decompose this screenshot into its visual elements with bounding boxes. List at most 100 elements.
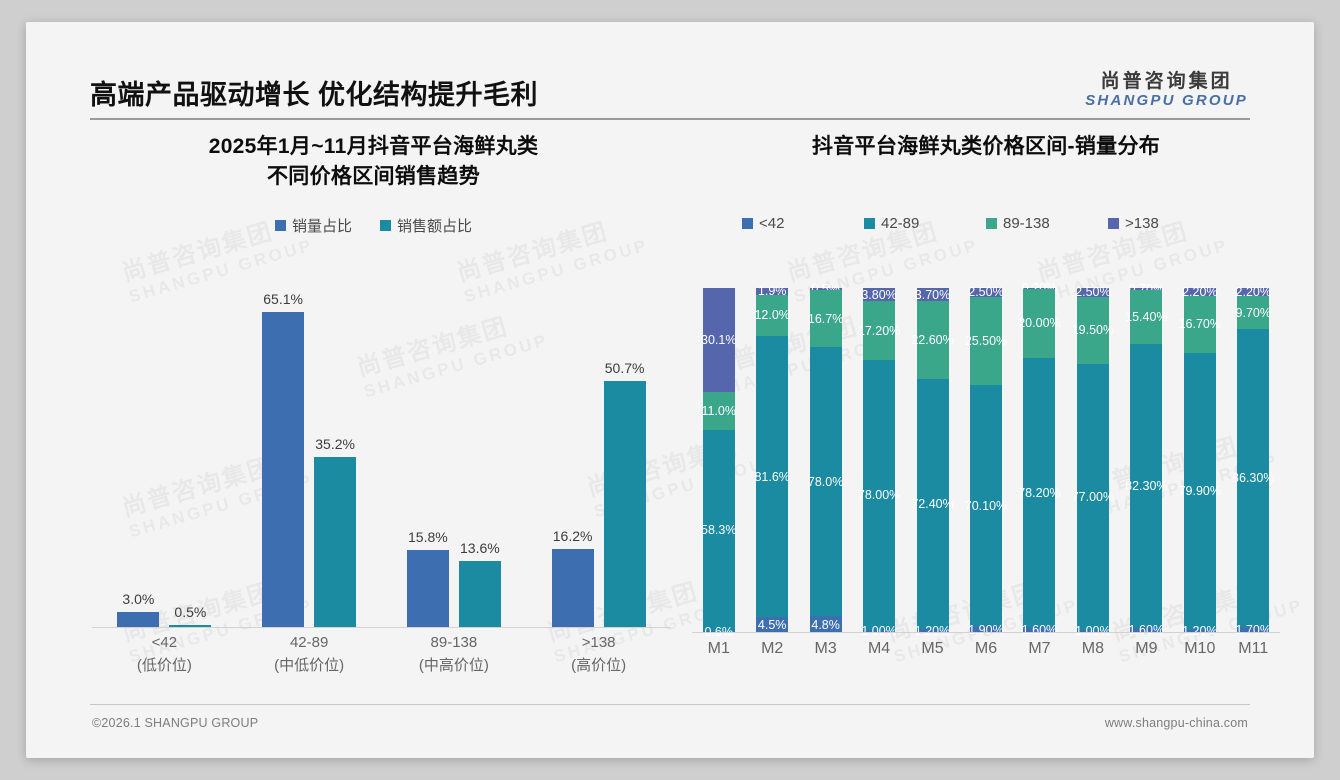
stacked-bar[interactable]: 0.5%16.7%78.0%4.8%: [807, 282, 844, 633]
stack-segment-label: 22.60%: [911, 333, 954, 348]
stack-segment-label: 2.20%: [1235, 285, 1271, 300]
bar[interactable]: [603, 381, 646, 627]
stack-segment[interactable]: 82.30%: [1125, 343, 1168, 628]
stack-segment[interactable]: 4.8%: [809, 616, 842, 633]
stack-segment[interactable]: 70.10%: [965, 384, 1007, 627]
stack-segment-label: 16.70%: [1178, 317, 1221, 332]
stack-segment[interactable]: 25.50%: [965, 296, 1007, 385]
bar[interactable]: [314, 456, 357, 627]
bar[interactable]: [406, 550, 449, 627]
right-legend-item[interactable]: >138: [1108, 215, 1230, 232]
stack-segment-label: 17.20%: [857, 323, 901, 338]
stacked-bar[interactable]: 3.70% 22.60% 72.40% 1.20%: [911, 288, 954, 638]
stack-segment[interactable]: 1.60%: [1129, 623, 1164, 637]
stack-segment[interactable]: 58.3%: [700, 429, 737, 631]
x-axis-month-label: M1: [707, 640, 730, 657]
brand-logo: 尚普咨询集团 SHANGPU GROUP: [1085, 72, 1248, 111]
stack-segment[interactable]: 72.40%: [911, 379, 954, 629]
stack-segment-label: 78.00%: [857, 488, 901, 503]
left-chart-plot: 3.0% 0.5% 65.1% 35.2% 15.8% 13.6% 16.2% 50.7%: [66, 288, 681, 628]
bar[interactable]: [262, 311, 305, 627]
stack-segment[interactable]: 17.20%: [858, 301, 900, 361]
bar-group: 15.8% 13.6%: [382, 288, 527, 627]
stack-segment[interactable]: 4.5%: [756, 617, 789, 633]
legend-label: >138: [1125, 214, 1159, 232]
stack-segment[interactable]: 78.20%: [1018, 357, 1061, 628]
stack-segment[interactable]: 78.0%: [807, 347, 844, 617]
stack-segment[interactable]: 1.60%: [1022, 623, 1057, 637]
stack-segment[interactable]: 16.7%: [808, 289, 843, 348]
stack-segment[interactable]: 86.30%: [1232, 329, 1274, 628]
left-legend-item[interactable]: 销量占比: [274, 215, 352, 236]
stack-segment-label: 19.50%: [1071, 323, 1115, 338]
stacked-bar[interactable]: 1.9% 12.0% 81.6% 4.5%: [754, 284, 790, 633]
stack-segment[interactable]: 2.20%: [1235, 285, 1271, 300]
right-legend-item[interactable]: 42-89: [864, 215, 986, 232]
stacked-bar[interactable]: 0.20%20.00%78.20%1.60%: [1018, 281, 1061, 637]
stacked-bar-column: 0.5%16.7%78.0%4.8%: [799, 282, 852, 633]
stacked-bar[interactable]: 3.80% 17.20% 78.00% 1.00%: [858, 288, 900, 639]
stack-segment-label: 58.3%: [700, 523, 737, 538]
stack-segment[interactable]: 1.00%: [861, 624, 896, 638]
stacked-bar-column: 30.1% 11.0% 58.3% 0.6%: [692, 288, 745, 639]
stack-segment[interactable]: 1.90%: [968, 623, 1003, 637]
stack-segment-label: 78.0%: [807, 474, 844, 489]
stack-segment[interactable]: 30.1%: [701, 288, 736, 392]
stack-segment[interactable]: 3.80%: [861, 288, 896, 302]
stacked-bar-column: 3.70% 22.60% 72.40% 1.20%: [906, 288, 959, 638]
stack-segment[interactable]: 16.70%: [1179, 295, 1221, 354]
stacked-bar[interactable]: 30.1% 11.0% 58.3% 0.6%: [700, 288, 737, 639]
stack-segment[interactable]: 1.00%: [1075, 624, 1110, 638]
footer-copyright: ©2026.1 SHANGPU GROUP: [92, 716, 259, 730]
stacked-bar[interactable]: 2.50% 19.50% 77.00% 1.00%: [1072, 285, 1114, 638]
stacked-bar[interactable]: 2.50% 25.50% 70.10% 1.90%: [965, 285, 1007, 637]
bar-wrapper: 13.6%: [458, 288, 501, 627]
stack-segment[interactable]: 79.90%: [1179, 353, 1221, 629]
left-chart-x-axis: [92, 627, 671, 628]
stack-segment[interactable]: 15.40%: [1125, 290, 1168, 344]
stack-segment[interactable]: 20.00%: [1018, 288, 1061, 358]
stack-segment[interactable]: 11.0%: [701, 391, 736, 430]
left-legend-item[interactable]: 销售额占比: [380, 215, 472, 236]
right-chart-legend: <42 42-89 89-138 >138: [686, 215, 1286, 232]
stack-segment[interactable]: 22.60%: [911, 301, 954, 380]
stack-segment[interactable]: 77.00%: [1072, 363, 1114, 630]
x-axis-range: 42-89: [289, 634, 329, 651]
stack-segment-label: 78.20%: [1018, 485, 1061, 500]
stack-segment[interactable]: 1.20%: [1182, 624, 1217, 638]
right-legend-item[interactable]: <42: [742, 215, 864, 232]
stack-segment[interactable]: 2.50%: [968, 285, 1003, 299]
stack-segment-label: 1.20%: [1182, 623, 1218, 638]
stack-segment[interactable]: 78.00%: [858, 360, 900, 630]
logo-english-text: SHANGPU GROUP: [1085, 91, 1248, 109]
x-axis-month-label: M4: [867, 640, 891, 657]
stacked-bar[interactable]: 2.20% 9.70% 86.30% 1.70%: [1232, 285, 1274, 637]
legend-swatch-icon: [1108, 217, 1119, 229]
stack-segment[interactable]: 3.70%: [915, 288, 950, 302]
stack-segment[interactable]: 12.0%: [754, 294, 790, 336]
bar[interactable]: [169, 624, 212, 627]
stack-segment[interactable]: 9.70%: [1236, 295, 1271, 330]
stack-segment[interactable]: 2.50%: [1075, 285, 1110, 299]
right-chart-plot: 30.1%11.0%58.3%0.6%1.9%12.0%81.6%4.5%0.5…: [692, 281, 1280, 639]
stacked-bar[interactable]: 0.70% 15.40% 82.30% 1.60%: [1125, 282, 1168, 637]
bar[interactable]: [458, 561, 501, 627]
stack-segment[interactable]: 1.70%: [1236, 623, 1271, 637]
stack-segment[interactable]: 19.50%: [1072, 296, 1114, 364]
stack-segment[interactable]: 2.20%: [1182, 285, 1217, 299]
right-legend-item[interactable]: 89-138: [986, 215, 1108, 232]
legend-label: 89-138: [1003, 214, 1050, 232]
bar[interactable]: [551, 548, 594, 627]
stack-segment[interactable]: 1.20%: [915, 624, 950, 638]
stack-segment-label: 15.40%: [1125, 310, 1168, 324]
stacked-bar-column: 2.20% 9.70% 86.30% 1.70%: [1227, 285, 1280, 637]
right-chart-title-line1: 抖音平台海鲜丸类价格区间-销量分布: [811, 135, 1161, 158]
stack-segment[interactable]: 0.6%: [702, 625, 735, 639]
stacked-bar[interactable]: 2.20% 16.70% 79.90% 1.20%: [1179, 285, 1221, 638]
bar-wrapper: 35.2%: [314, 288, 357, 627]
stack-segment[interactable]: 81.6%: [754, 335, 790, 618]
bar-wrapper: 65.1%: [262, 288, 305, 627]
bar[interactable]: [117, 612, 160, 627]
bar-group: 3.0% 0.5%: [92, 288, 237, 627]
x-axis-month-label: M6: [974, 640, 998, 657]
